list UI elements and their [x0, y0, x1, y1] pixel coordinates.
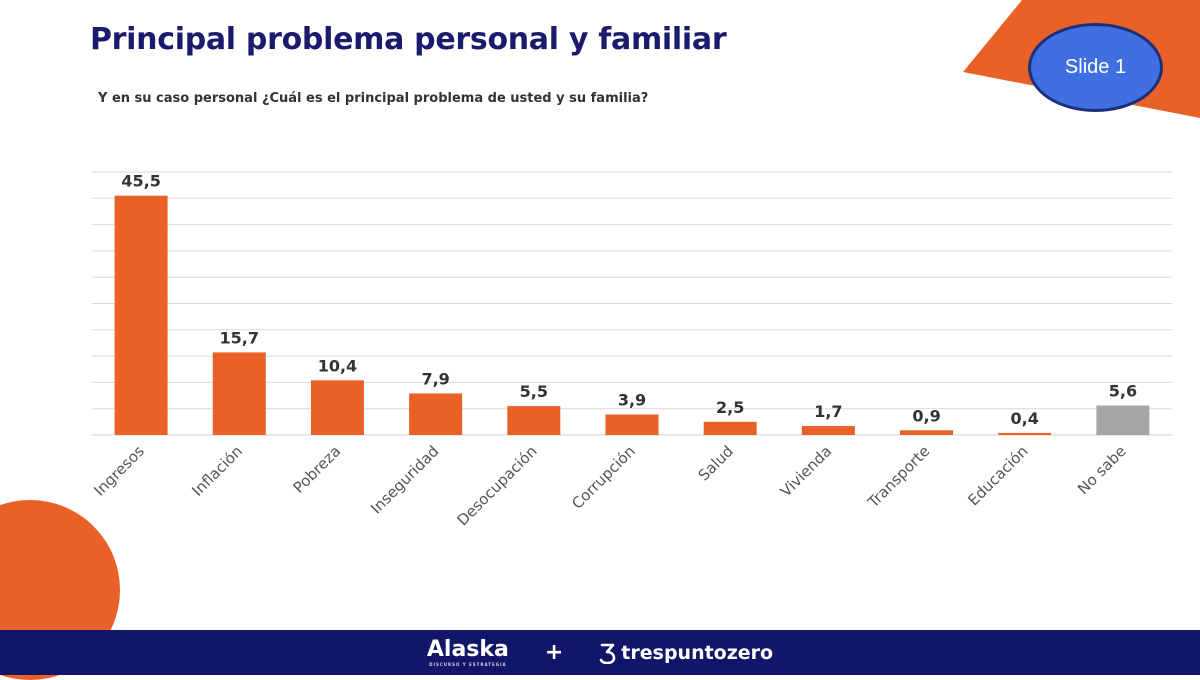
survey-question: Y en su caso personal ¿Cuál es el princi…: [98, 91, 649, 106]
three-logo-icon: [599, 643, 616, 664]
data-label: 10,4: [318, 356, 357, 375]
category-label: Desocupación: [453, 442, 540, 529]
bar: [114, 195, 168, 435]
category-label: Inflación: [188, 442, 246, 500]
alaska-logo: Alaska DISCURSO Y ESTRATEGIA: [426, 637, 509, 668]
data-label: 1,7: [814, 402, 842, 421]
data-label: 0,9: [912, 406, 940, 425]
bar: [1096, 405, 1150, 435]
data-label: 2,5: [716, 398, 744, 417]
page-title: Principal problema personal y familiar: [90, 22, 727, 57]
bar: [507, 406, 561, 435]
data-label: 5,6: [1109, 382, 1137, 401]
plus-sign: +: [544, 640, 564, 665]
bar: [605, 414, 659, 435]
bar: [310, 380, 364, 435]
bar: [212, 352, 266, 435]
trespuntozero-wordmark: trespuntozero: [621, 641, 774, 664]
category-label: Educación: [964, 442, 1031, 509]
category-label: Inseguridad: [367, 442, 442, 517]
alaska-wordmark: Alaska: [426, 637, 509, 662]
bar: [703, 421, 757, 435]
data-label: 5,5: [520, 382, 548, 401]
data-label: 15,7: [220, 328, 259, 347]
category-label: Transporte: [864, 442, 934, 512]
data-label: 3,9: [618, 390, 646, 409]
data-label: 0,4: [1011, 409, 1039, 428]
slide-badge: Slide 1: [1028, 23, 1163, 112]
category-label: Salud: [695, 442, 737, 484]
bar: [409, 393, 463, 435]
bar: [900, 430, 954, 435]
footer-bar: Alaska DISCURSO Y ESTRATEGIA + trespunto…: [0, 630, 1200, 675]
category-label: Corrupción: [568, 442, 639, 513]
category-label: Pobreza: [290, 442, 345, 497]
bar: [801, 426, 855, 435]
alaska-tagline: DISCURSO Y ESTRATEGIA: [429, 662, 507, 667]
bar-chart: 45,5 Ingresos 15,7 Inflación 10,4 Pobreza 7,9 I…: [90, 171, 1172, 529]
trespuntozero-logo: trespuntozero: [599, 642, 773, 664]
bar: [998, 432, 1052, 435]
category-label: Vivienda: [777, 442, 835, 500]
data-label: 7,9: [421, 369, 449, 388]
category-label: No sabe: [1074, 442, 1130, 498]
category-label: Ingresos: [90, 442, 148, 500]
data-label: 45,5: [121, 172, 160, 191]
